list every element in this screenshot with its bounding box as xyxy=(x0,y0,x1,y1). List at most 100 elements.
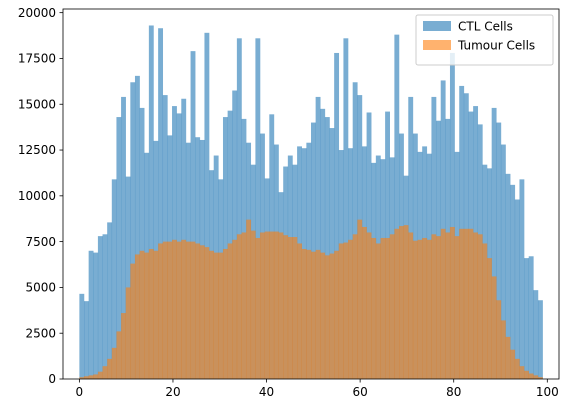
ctl-cells-bar xyxy=(107,222,113,379)
tumour-cells-bar xyxy=(199,245,205,379)
tumour-cells-bar xyxy=(440,228,446,379)
tumour-cells-bar xyxy=(487,258,492,379)
x-axis: 0 20 40 60 80 100 xyxy=(76,379,559,399)
tumour-cells-bar xyxy=(445,232,451,379)
legend-swatch-tumour-cells xyxy=(423,40,451,50)
ctl-cells-bar xyxy=(139,107,145,379)
tumour-cells-bar xyxy=(371,237,377,379)
y-tick-label: 15000 xyxy=(18,97,56,111)
ctl-cells-bar xyxy=(343,38,349,380)
ctl-cells-bar xyxy=(514,199,520,379)
tumour-cells-bar xyxy=(348,239,353,379)
tumour-cells-bar xyxy=(454,236,460,379)
tumour-cells-bar xyxy=(338,243,344,379)
tumour-cells-bar xyxy=(352,234,358,379)
tumour-cells-bar xyxy=(236,234,242,379)
ctl-cells-bar xyxy=(236,38,242,380)
ctl-cells-bar xyxy=(111,179,117,379)
x-tick-label: 40 xyxy=(259,385,274,399)
y-axis: 0 2500 5000 7500 10000 12500 15000 17500 20000 xyxy=(18,6,63,386)
ctl-cells-bar xyxy=(134,75,140,380)
tumour-cells-bar xyxy=(246,219,252,379)
tumour-cells-bar xyxy=(250,230,256,379)
ctl-cells-bar xyxy=(255,38,261,380)
tumour-cells-bar xyxy=(102,366,108,379)
tumour-cells-bar xyxy=(422,237,428,379)
x-tick-label: 80 xyxy=(446,385,461,399)
tumour-cells-bar xyxy=(320,252,326,379)
tumour-cells-bar xyxy=(93,374,99,379)
tumour-cells-bar xyxy=(283,235,289,379)
tumour-cells-bar xyxy=(297,243,302,379)
ctl-cells-bar xyxy=(311,122,316,379)
ctl-cells-bar xyxy=(190,51,196,379)
tumour-cells-bar xyxy=(324,255,330,379)
tumour-cells-bar xyxy=(255,237,261,379)
y-tick-label: 20000 xyxy=(18,6,56,20)
tumour-cells-bar xyxy=(287,237,293,379)
tumour-cells-bar xyxy=(260,232,265,379)
tumour-cells-bar xyxy=(426,239,432,379)
x-tick-label: 100 xyxy=(536,385,559,399)
tumour-cells-bar xyxy=(181,239,187,379)
tumour-cells-bar xyxy=(408,232,414,379)
tumour-cells-bar xyxy=(366,232,372,379)
ctl-cells-bar xyxy=(537,300,543,379)
tumour-cells-bar xyxy=(482,243,488,379)
tumour-cells-bar xyxy=(514,358,520,379)
tumour-cells-bar xyxy=(121,313,126,379)
tumour-cells-bar xyxy=(361,226,367,379)
tumour-cells-bar xyxy=(399,226,404,379)
tumour-cells-bar xyxy=(500,320,506,379)
ctl-cells-bar xyxy=(232,90,238,379)
ctl-cells-bar xyxy=(533,290,539,379)
tumour-cells-bar xyxy=(204,247,210,379)
tumour-cells-bar xyxy=(264,231,270,379)
tumour-cells-bar xyxy=(278,232,284,379)
tumour-cells-bar xyxy=(227,243,233,379)
tumour-cells-bar xyxy=(158,243,164,379)
ctl-cells-bar xyxy=(158,28,164,379)
tumour-cells-bar xyxy=(292,237,298,379)
tumour-cells-bar xyxy=(491,276,497,379)
tumour-cells-bar xyxy=(125,287,131,379)
tumour-cells-bar xyxy=(519,366,525,379)
ctl-cells-bar xyxy=(116,117,122,379)
tumour-cells-bar xyxy=(222,248,228,379)
tumour-cells-bar xyxy=(97,371,103,379)
ctl-cells-bar xyxy=(79,293,85,379)
tumour-cells-bar xyxy=(394,228,400,379)
tumour-cells-bar xyxy=(213,252,219,379)
tumour-cells-bar xyxy=(473,232,479,379)
ctl-cells-bar xyxy=(505,173,511,379)
ctl-cells-bar xyxy=(500,144,506,379)
ctl-cells-bar xyxy=(491,107,497,379)
x-tick-label: 60 xyxy=(352,385,367,399)
tumour-cells-bar xyxy=(329,253,335,379)
tumour-cells-bar xyxy=(88,375,94,379)
ctl-cells-bar xyxy=(449,52,455,380)
ctl-cells-bar xyxy=(121,96,126,380)
tumour-cells-bar xyxy=(111,347,117,379)
ctl-cells-bar xyxy=(97,236,103,379)
ctl-cells-bar xyxy=(320,108,326,379)
tumour-cells-bar xyxy=(375,243,381,379)
tumour-cells-bar xyxy=(232,239,238,379)
tumour-cells-bar xyxy=(190,241,196,379)
tumour-cells-bar xyxy=(459,228,465,379)
ctl-cells-bar xyxy=(148,25,154,380)
tumour-cells-bar xyxy=(148,248,154,379)
tumour-cells-bar xyxy=(311,251,316,379)
ctl-cells-bar xyxy=(204,32,210,380)
y-tick-label: 17500 xyxy=(18,52,56,66)
ctl-cells-bar xyxy=(352,82,358,380)
tumour-cells-bar xyxy=(273,231,279,379)
tumour-cells-bar xyxy=(403,225,409,379)
tumour-cells-bar xyxy=(84,376,89,379)
tumour-cells-bar xyxy=(496,300,502,379)
tumour-cells-bar xyxy=(195,243,201,379)
tumour-cells-bar xyxy=(524,370,529,379)
tumour-cells-bar xyxy=(79,377,85,379)
tumour-cells-series xyxy=(79,219,543,379)
y-tick-label: 10000 xyxy=(18,189,56,203)
